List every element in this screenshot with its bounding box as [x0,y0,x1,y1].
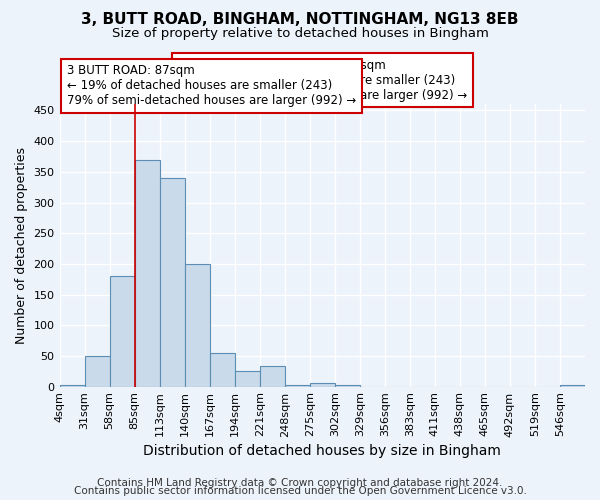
X-axis label: Distribution of detached houses by size in Bingham: Distribution of detached houses by size … [143,444,501,458]
Bar [185,264,209,386]
Bar [85,356,110,386]
Text: Contains HM Land Registry data © Crown copyright and database right 2024.: Contains HM Land Registry data © Crown c… [97,478,503,488]
Text: Size of property relative to detached houses in Bingham: Size of property relative to detached ho… [112,28,488,40]
Text: 3 BUTT ROAD: 87sqm
← 19% of detached houses are smaller (243)
79% of semi-detach: 3 BUTT ROAD: 87sqm ← 19% of detached hou… [67,64,356,108]
Y-axis label: Number of detached properties: Number of detached properties [15,147,28,344]
Bar [310,383,335,386]
Bar [110,276,134,386]
Bar [260,366,285,386]
Text: 3 BUTT ROAD: 87sqm
← 19% of detached houses are smaller (243)
79% of semi-detach: 3 BUTT ROAD: 87sqm ← 19% of detached hou… [178,58,467,102]
Text: Contains public sector information licensed under the Open Government Licence v3: Contains public sector information licen… [74,486,526,496]
Text: 3, BUTT ROAD, BINGHAM, NOTTINGHAM, NG13 8EB: 3, BUTT ROAD, BINGHAM, NOTTINGHAM, NG13 … [81,12,519,28]
Bar [235,370,260,386]
Bar [134,160,160,386]
Bar [209,354,235,386]
Bar [160,178,185,386]
